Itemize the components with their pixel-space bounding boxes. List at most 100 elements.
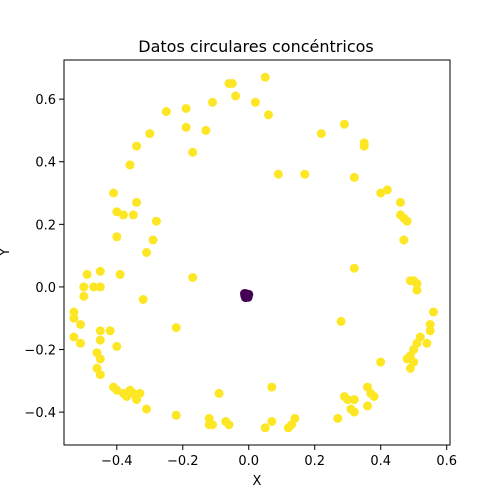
data-point — [349, 172, 359, 182]
data-point — [82, 269, 92, 279]
data-point — [300, 169, 310, 179]
data-point — [399, 235, 409, 245]
data-point — [132, 395, 142, 405]
data-point — [69, 313, 79, 323]
chart-title: Datos circulares concéntricos — [138, 37, 373, 56]
data-point — [109, 188, 118, 198]
x-tick-label: 0.2 — [304, 454, 325, 469]
y-tick-label: 0.4 — [35, 156, 56, 171]
data-point — [181, 122, 191, 132]
data-point — [181, 104, 191, 113]
data-point — [260, 423, 270, 433]
data-point — [363, 401, 372, 411]
data-point — [76, 320, 85, 329]
data-point — [115, 269, 125, 279]
data-point — [339, 119, 349, 129]
data-point — [161, 107, 171, 117]
data-point — [224, 420, 234, 430]
data-point — [316, 129, 326, 139]
data-point — [382, 185, 392, 195]
data-point — [425, 320, 435, 329]
data-point — [142, 248, 151, 257]
data-point — [69, 307, 79, 317]
data-point — [227, 79, 237, 88]
data-point — [264, 110, 273, 120]
data-point — [95, 370, 105, 380]
x-tick-label: −0.2 — [167, 454, 199, 469]
data-point — [171, 323, 181, 333]
data-point — [402, 216, 412, 226]
data-point — [231, 91, 241, 101]
y-tick-label: 0.2 — [35, 218, 56, 233]
data-point — [188, 147, 198, 157]
data-point — [349, 395, 359, 405]
data-point — [336, 316, 346, 326]
data-point — [208, 420, 217, 430]
data-point — [95, 266, 105, 276]
data-point — [148, 235, 158, 245]
data-point — [118, 210, 128, 220]
points-layer — [69, 72, 438, 433]
data-point — [425, 326, 435, 336]
x-axis-label: X — [253, 474, 262, 489]
data-point — [151, 216, 161, 226]
data-point — [201, 125, 211, 135]
data-point — [412, 279, 422, 289]
data-point — [412, 285, 422, 295]
data-point — [267, 382, 277, 392]
data-point — [145, 129, 155, 139]
data-point — [95, 335, 105, 345]
data-point — [290, 413, 300, 423]
data-point — [95, 282, 105, 292]
x-tick-label: −0.4 — [101, 454, 133, 469]
data-point — [112, 341, 122, 351]
data-point — [132, 141, 142, 151]
data-point — [349, 263, 359, 273]
data-point — [349, 407, 359, 417]
data-point — [250, 97, 260, 107]
data-point — [369, 392, 379, 401]
data-point — [429, 307, 438, 317]
data-point — [396, 197, 405, 207]
ticks-layer: −0.4 −0.2 0.0 0.2 0.4 0.6 −0.4 −0.2 0.0 0.2 0.4 0.6 — [24, 93, 457, 469]
data-point — [267, 417, 277, 426]
data-point — [132, 197, 142, 207]
data-point — [122, 392, 132, 401]
data-point — [333, 413, 343, 423]
data-point — [125, 160, 135, 170]
data-point — [95, 326, 105, 336]
y-tick-label: −0.4 — [24, 406, 56, 421]
data-point — [89, 282, 99, 292]
y-tick-label: −0.2 — [24, 344, 56, 359]
data-point — [79, 282, 89, 292]
x-tick-label: 0.0 — [238, 454, 259, 469]
data-point — [376, 357, 386, 367]
data-point — [422, 338, 432, 348]
x-tick-label: 0.4 — [370, 454, 391, 469]
data-point — [142, 404, 151, 414]
y-tick-label: 0.0 — [35, 281, 56, 296]
data-point — [95, 354, 105, 364]
plot-frame — [63, 59, 451, 446]
data-point — [208, 97, 217, 107]
data-point — [214, 388, 224, 398]
data-point — [273, 169, 283, 179]
data-point — [343, 395, 353, 405]
data-point — [138, 295, 148, 304]
data-point — [359, 141, 369, 151]
data-point — [105, 326, 115, 336]
data-point — [405, 363, 415, 373]
data-point — [260, 72, 270, 82]
data-point — [79, 291, 89, 301]
data-point — [69, 332, 79, 342]
data-point — [171, 410, 181, 420]
data-point — [112, 232, 122, 242]
y-axis-label: Y — [0, 248, 13, 257]
x-tick-label: 0.6 — [436, 454, 457, 469]
data-point — [240, 289, 249, 298]
data-point — [128, 210, 138, 220]
data-point — [188, 273, 198, 282]
y-tick-label: 0.6 — [35, 93, 56, 108]
